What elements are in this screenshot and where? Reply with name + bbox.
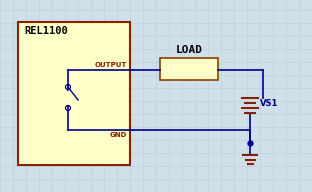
Text: VS1: VS1: [260, 99, 278, 108]
Text: REL1100: REL1100: [24, 26, 68, 36]
Text: LOAD: LOAD: [175, 45, 202, 55]
Bar: [18, 22, 130, 165]
Text: OUTPUT: OUTPUT: [95, 62, 127, 68]
Text: GND: GND: [110, 132, 127, 138]
Bar: [160, 58, 218, 80]
